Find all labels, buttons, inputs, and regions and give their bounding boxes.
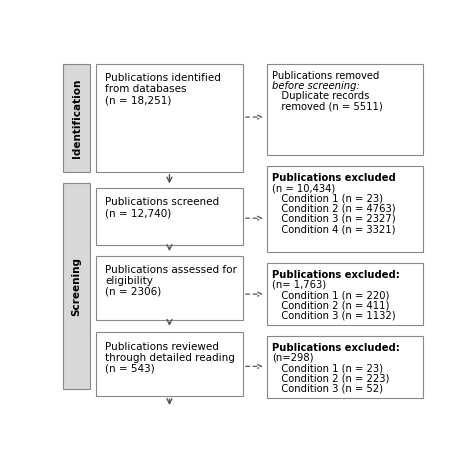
Text: Condition 1 (n = 220): Condition 1 (n = 220) bbox=[272, 290, 390, 300]
Bar bbox=[63, 64, 91, 172]
Text: (n = 18,251): (n = 18,251) bbox=[105, 95, 172, 105]
Text: Condition 1 (n = 23): Condition 1 (n = 23) bbox=[272, 363, 383, 373]
Text: Publications excluded:: Publications excluded: bbox=[272, 343, 400, 353]
Text: Condition 3 (n = 52): Condition 3 (n = 52) bbox=[272, 383, 383, 393]
Bar bbox=[267, 64, 423, 155]
Bar bbox=[267, 166, 423, 252]
Text: through detailed reading: through detailed reading bbox=[105, 353, 235, 363]
Text: removed (n = 5511): removed (n = 5511) bbox=[272, 101, 383, 111]
Bar bbox=[267, 263, 423, 325]
Text: eligibility: eligibility bbox=[105, 276, 153, 286]
Text: Condition 1 (n = 23): Condition 1 (n = 23) bbox=[272, 193, 383, 203]
Text: Condition 2 (n = 4763): Condition 2 (n = 4763) bbox=[272, 204, 396, 214]
Text: Screening: Screening bbox=[72, 256, 82, 316]
Text: Publications identified: Publications identified bbox=[105, 73, 221, 83]
Text: Condition 4 (n = 3321): Condition 4 (n = 3321) bbox=[272, 224, 396, 234]
Text: Publications assessed for: Publications assessed for bbox=[105, 265, 237, 275]
Text: Publications excluded:: Publications excluded: bbox=[272, 270, 400, 280]
Bar bbox=[96, 188, 243, 245]
Text: Identification: Identification bbox=[72, 79, 82, 158]
Bar bbox=[96, 64, 243, 172]
Bar bbox=[96, 256, 243, 319]
Text: Condition 3 (n = 1132): Condition 3 (n = 1132) bbox=[272, 310, 396, 320]
Text: Publications reviewed: Publications reviewed bbox=[105, 342, 219, 352]
Text: before screening:: before screening: bbox=[272, 81, 360, 91]
Text: Duplicate records: Duplicate records bbox=[272, 91, 370, 101]
Bar bbox=[267, 336, 423, 398]
Bar bbox=[96, 332, 243, 396]
Bar bbox=[63, 183, 91, 389]
Text: Condition 2 (n = 411): Condition 2 (n = 411) bbox=[272, 301, 390, 310]
Text: (n = 543): (n = 543) bbox=[105, 364, 155, 374]
Text: Publications excluded: Publications excluded bbox=[272, 173, 396, 183]
Text: (n = 2306): (n = 2306) bbox=[105, 287, 162, 297]
Text: (n = 12,740): (n = 12,740) bbox=[105, 209, 172, 219]
Text: Publications removed: Publications removed bbox=[272, 71, 380, 81]
Text: (n = 10,434): (n = 10,434) bbox=[272, 183, 336, 193]
Text: (n= 1,763): (n= 1,763) bbox=[272, 280, 327, 290]
Text: (n=298): (n=298) bbox=[272, 353, 314, 363]
Text: from databases: from databases bbox=[105, 84, 187, 94]
Text: Condition 2 (n = 223): Condition 2 (n = 223) bbox=[272, 374, 390, 383]
Text: Condition 3 (n = 2327): Condition 3 (n = 2327) bbox=[272, 214, 396, 224]
Text: Publications screened: Publications screened bbox=[105, 197, 219, 208]
